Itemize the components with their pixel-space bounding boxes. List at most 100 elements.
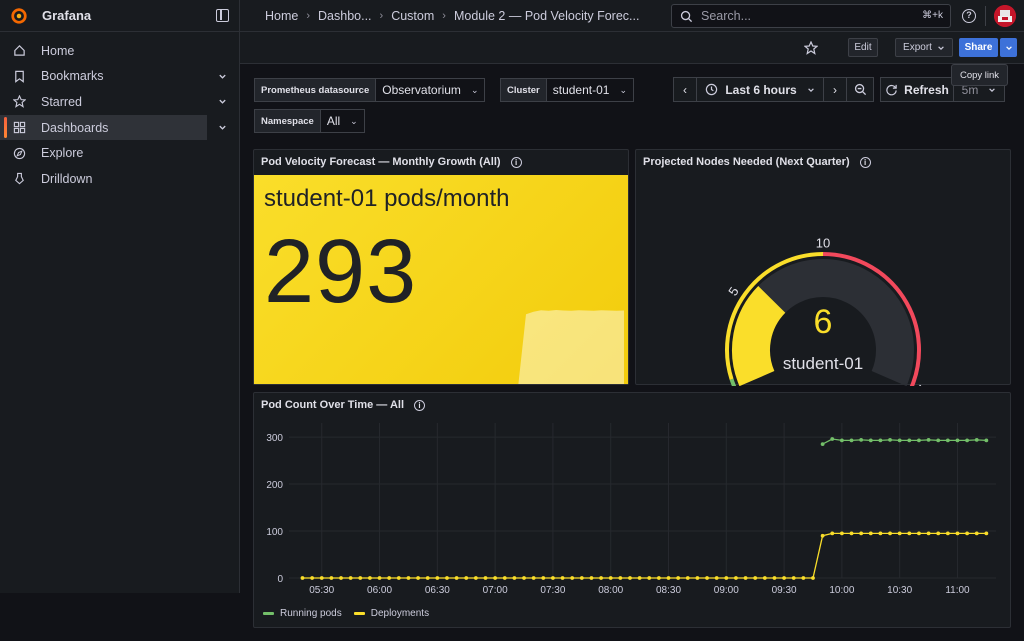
refresh-label: Refresh: [904, 82, 949, 97]
data-point: [791, 576, 796, 580]
star-icon[interactable]: [804, 41, 818, 55]
sidebar-item-bookmarks[interactable]: Bookmarks: [0, 64, 239, 90]
panel-title[interactable]: Pod Count Over Time — All i: [261, 399, 426, 411]
data-point: [493, 576, 498, 580]
data-point: [416, 576, 420, 580]
data-point: [724, 576, 729, 580]
panel-title[interactable]: Projected Nodes Needed (Next Quarter) i: [643, 156, 871, 168]
cluster-variable[interactable]: Cluster student-01 ⌄: [500, 78, 634, 102]
time-range-picker[interactable]: Last 6 hours: [696, 77, 824, 102]
time-range-label: Last 6 hours: [725, 82, 797, 97]
data-point: [377, 576, 382, 580]
data-point: [358, 576, 363, 580]
datasource-select[interactable]: Observatorium ⌄: [376, 78, 486, 102]
dock-menu-icon[interactable]: [216, 9, 229, 22]
breadcrumb-home[interactable]: Home: [265, 8, 299, 23]
sidebar-item-label: Bookmarks: [41, 69, 104, 84]
data-point: [907, 531, 912, 536]
top-bar: Home › Dashbo... › Custom › Module 2 — P…: [240, 0, 1024, 32]
legend-item-running-pods[interactable]: Running pods: [263, 608, 342, 619]
sidebar-item-dashboards[interactable]: Dashboards: [0, 114, 226, 141]
data-point: [830, 437, 835, 441]
edit-button-label: Edit: [854, 42, 872, 53]
panel-title[interactable]: Pod Velocity Forecast — Monthly Growth (…: [261, 156, 522, 168]
search-icon: [680, 10, 693, 22]
sidebar-item-label: Home: [41, 43, 75, 58]
sidebar-item-home[interactable]: Home: [0, 38, 239, 64]
data-point: [560, 576, 565, 580]
gauge-threshold-0: [729, 378, 737, 386]
legend-swatch: [263, 612, 274, 615]
time-shift-back-button[interactable]: ‹: [673, 77, 697, 102]
info-icon[interactable]: i: [859, 156, 871, 168]
chevron-right-icon: ›: [442, 9, 446, 22]
export-button[interactable]: Export: [895, 38, 953, 57]
sparkline-area: [262, 310, 624, 384]
namespace-variable[interactable]: Namespace All ⌄: [254, 109, 365, 133]
timeseries-panel[interactable]: Pod Count Over Time — All i 0 100 200 300 05:…: [253, 392, 1011, 628]
stat-sparkline: [262, 310, 624, 384]
zoom-out-button[interactable]: [846, 77, 874, 102]
x-tick-label: 06:30: [425, 585, 450, 596]
gauge-tick-label: 10: [816, 235, 830, 250]
chevron-down-icon[interactable]: [218, 95, 227, 109]
grafana-logo-icon[interactable]: [10, 7, 28, 25]
namespace-select[interactable]: All ⌄: [320, 109, 365, 133]
gauge-label: student-01: [783, 354, 863, 373]
gauge-tick-label: 5: [725, 284, 742, 298]
legend-item-deployments[interactable]: Deployments: [353, 608, 429, 619]
chevron-down-icon[interactable]: [218, 121, 227, 135]
chevron-down-icon: ⌄: [470, 84, 479, 95]
y-tick-label: 100: [266, 527, 283, 538]
time-shift-forward-button[interactable]: ›: [823, 77, 847, 102]
help-icon[interactable]: ?: [962, 9, 976, 23]
series-line-deployments: [302, 532, 987, 579]
data-point: [897, 531, 902, 536]
data-point: [666, 576, 671, 580]
cluster-select[interactable]: student-01 ⌄: [546, 78, 634, 102]
bookmark-icon: [12, 69, 26, 83]
export-button-label: Export: [903, 42, 932, 53]
x-tick-label: 09:00: [714, 585, 739, 596]
sidebar-item-explore[interactable]: Explore: [0, 140, 239, 166]
refresh-button[interactable]: Refresh: [880, 77, 953, 102]
data-point: [695, 576, 700, 580]
share-dropdown-button[interactable]: [1000, 38, 1017, 57]
search-placeholder: Search...: [701, 9, 752, 23]
data-point: [435, 576, 440, 580]
data-point: [454, 576, 459, 580]
data-point: [329, 576, 334, 580]
info-icon[interactable]: i: [510, 156, 522, 168]
share-button[interactable]: Share: [959, 38, 998, 57]
sidebar-header: Grafana: [0, 0, 239, 32]
edit-button[interactable]: Edit: [848, 38, 878, 57]
datasource-variable[interactable]: Prometheus datasource Observatorium ⌄: [254, 78, 486, 102]
dashboard-toolbar: Edit Export Share: [240, 32, 1024, 64]
chevron-down-icon: ⌄: [619, 84, 627, 95]
sidebar-item-drilldown[interactable]: Drilldown: [0, 166, 239, 192]
breadcrumb-current: Module 2 — Pod Velocity Forec...: [453, 8, 640, 23]
avatar[interactable]: [994, 5, 1016, 27]
breadcrumb-custom[interactable]: Custom: [391, 8, 435, 23]
sidebar-item-label: Dashboards: [41, 120, 109, 135]
gauge-threshold-2: [822, 252, 921, 386]
data-point: [608, 576, 613, 580]
data-point: [387, 576, 392, 580]
sidebar-item-starred[interactable]: Starred: [0, 89, 239, 115]
data-point: [396, 576, 401, 580]
gauge-panel[interactable]: Projected Nodes Needed (Next Quarter)i 0…: [635, 149, 1011, 386]
search-input[interactable]: Search... ⌘+k: [671, 4, 951, 28]
data-point: [820, 533, 825, 538]
info-icon[interactable]: i: [414, 399, 426, 411]
zoom-out-icon: [854, 83, 866, 96]
data-point: [319, 576, 324, 580]
data-point: [310, 576, 315, 580]
data-point: [570, 576, 575, 580]
chevron-down-icon[interactable]: [218, 70, 227, 84]
star-icon: [12, 95, 26, 109]
gauge-tick-label: 20: [912, 383, 932, 386]
stat-panel[interactable]: Pod Velocity Forecast — Monthly Growth (…: [253, 149, 629, 385]
data-point: [473, 576, 478, 580]
breadcrumb-dashboards[interactable]: Dashbo...: [318, 8, 372, 23]
cluster-variable-label: Cluster: [500, 78, 547, 102]
